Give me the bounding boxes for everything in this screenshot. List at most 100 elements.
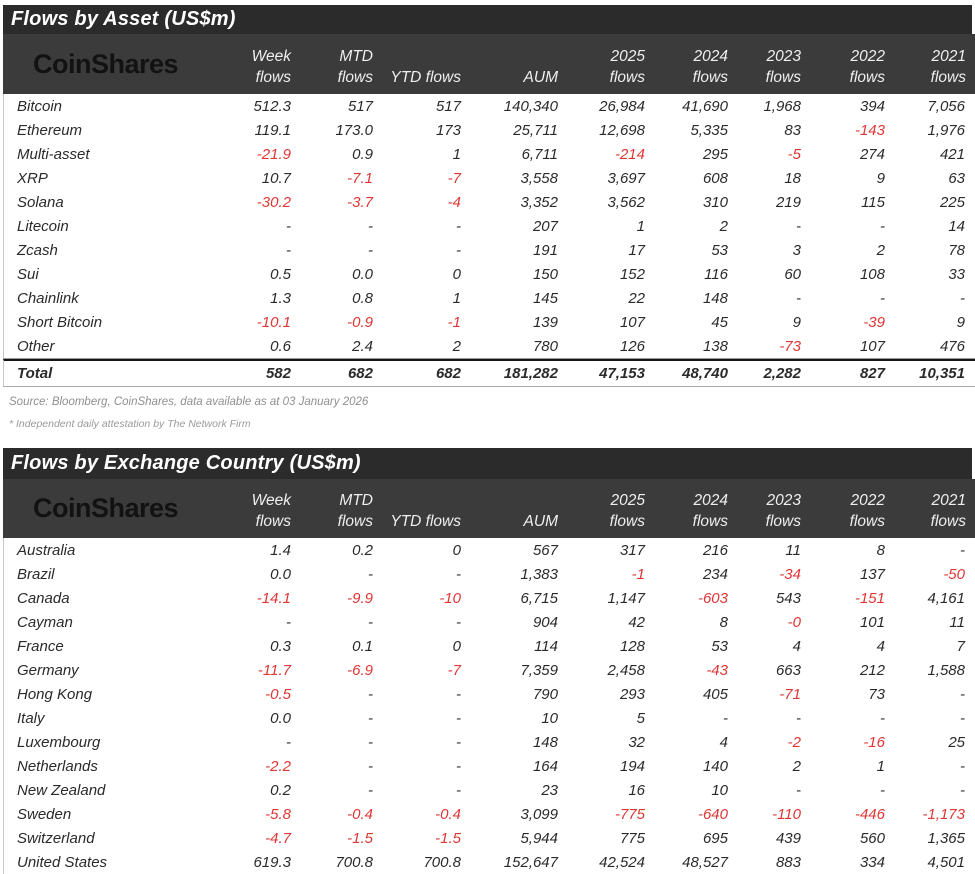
cell-value: 11	[897, 610, 975, 634]
column-header: AUM	[473, 479, 570, 538]
row-label: Other	[3, 334, 235, 359]
cell-value: 53	[657, 238, 740, 262]
cell-value: 682	[303, 359, 385, 387]
cell-value: -1	[385, 310, 473, 334]
row-label: Germany	[3, 658, 235, 682]
cell-value: 10	[657, 778, 740, 802]
row-label: Switzerland	[3, 826, 235, 850]
cell-value: 2	[740, 754, 813, 778]
table-row: Canada -14.1 -9.9 -10 6,715 1,147 -603 543 -151 4…	[3, 586, 975, 610]
cell-value: -10	[385, 586, 473, 610]
cell-value: -	[303, 610, 385, 634]
cell-value: -	[897, 538, 975, 562]
column-header: 2022 flows	[813, 479, 897, 538]
table-row: Multi-asset -21.9 0.9 1 6,711 -214 295 -5 274 421	[3, 142, 975, 166]
table-row: Total 582 682 682 181,282 47,153 48,740 2,282 82…	[3, 359, 975, 387]
cell-value: 3,697	[570, 166, 657, 190]
cell-value: 9	[813, 166, 897, 190]
cell-value: 0	[385, 262, 473, 286]
cell-value: 512.3	[235, 94, 303, 118]
cell-value: 2,458	[570, 658, 657, 682]
cell-value: 73	[813, 682, 897, 706]
cell-value: 138	[657, 334, 740, 359]
cell-value: -	[235, 730, 303, 754]
cell-value: 18	[740, 166, 813, 190]
cell-value: 790	[473, 682, 570, 706]
cell-value: 148	[473, 730, 570, 754]
cell-value: -640	[657, 802, 740, 826]
cell-value: -0.5	[235, 682, 303, 706]
row-label: Sweden	[3, 802, 235, 826]
cell-value: 4,501	[897, 850, 975, 874]
cell-value: 42	[570, 610, 657, 634]
cell-value: -0.9	[303, 310, 385, 334]
cell-value: 274	[813, 142, 897, 166]
cell-value: -0.4	[303, 802, 385, 826]
cell-value: 0.0	[235, 706, 303, 730]
row-label: Chainlink	[3, 286, 235, 310]
cell-value: 101	[813, 610, 897, 634]
cell-value: 173.0	[303, 118, 385, 142]
cell-value: -50	[897, 562, 975, 586]
column-header: Week flows	[235, 34, 303, 94]
cell-value: 7,359	[473, 658, 570, 682]
row-label: Litecoin	[3, 214, 235, 238]
cell-value: 700.8	[385, 850, 473, 874]
cell-value: 32	[570, 730, 657, 754]
cell-value: -	[385, 562, 473, 586]
row-label: Solana	[3, 190, 235, 214]
cell-value: 0.8	[303, 286, 385, 310]
table-row: Italy 0.0- -10 5- - - -	[3, 706, 975, 730]
table-row: Germany -11.7 -6.9 -7 7,359 2,458 -43 663 212 1,5…	[3, 658, 975, 682]
row-label: Luxembourg	[3, 730, 235, 754]
cell-value: 107	[813, 334, 897, 359]
cell-value: 152	[570, 262, 657, 286]
cell-value: 3	[740, 238, 813, 262]
cell-value: 1.4	[235, 538, 303, 562]
column-header: AUM	[473, 34, 570, 94]
flows-by-asset-table: CoinShares Week flows MTD flows YTD flows AUM…	[3, 34, 975, 387]
cell-value: 140	[657, 754, 740, 778]
cell-value: 26,984	[570, 94, 657, 118]
cell-value: 827	[813, 359, 897, 387]
cell-value: 682	[385, 359, 473, 387]
cell-value: 608	[657, 166, 740, 190]
column-header: 2021 flows	[897, 479, 975, 538]
cell-value: 48,740	[657, 359, 740, 387]
cell-value: 7,056	[897, 94, 975, 118]
cell-value: 219	[740, 190, 813, 214]
cell-value: -	[813, 286, 897, 310]
cell-value: 119.1	[235, 118, 303, 142]
row-label: Australia	[3, 538, 235, 562]
cell-value: -	[813, 706, 897, 730]
table-row: Litecoin - - -207 1 2- -14	[3, 214, 975, 238]
cell-value: -	[303, 730, 385, 754]
cell-value: 216	[657, 538, 740, 562]
coinshares-logo-cell: CoinShares	[3, 34, 235, 94]
cell-value: -	[235, 610, 303, 634]
cell-value: 126	[570, 334, 657, 359]
column-header: 2022 flows	[813, 34, 897, 94]
coinshares-logo: CoinShares	[33, 48, 179, 79]
cell-value: -	[235, 238, 303, 262]
row-label: New Zealand	[3, 778, 235, 802]
cell-value: 4,161	[897, 586, 975, 610]
cell-value: 567	[473, 538, 570, 562]
row-label: Ethereum	[3, 118, 235, 142]
cell-value: -	[897, 778, 975, 802]
cell-value: 6,715	[473, 586, 570, 610]
table-row: United States 619.3 700.8 700.8 152,647 42,52…	[3, 850, 975, 874]
cell-value: 14	[897, 214, 975, 238]
table-row: France 0.3 0.1 0 114 128 53 4 4 7	[3, 634, 975, 658]
cell-value: 582	[235, 359, 303, 387]
cell-value: 439	[740, 826, 813, 850]
cell-value: -	[657, 706, 740, 730]
cell-value: -	[385, 238, 473, 262]
cell-value: -73	[740, 334, 813, 359]
cell-value: -	[740, 778, 813, 802]
table-row: Short Bitcoin -10.1 -0.9 -1 139 107 45 9 -39 9	[3, 310, 975, 334]
cell-value: -	[385, 682, 473, 706]
column-header: YTD flows	[385, 479, 473, 538]
cell-value: -214	[570, 142, 657, 166]
cell-value: -	[385, 754, 473, 778]
